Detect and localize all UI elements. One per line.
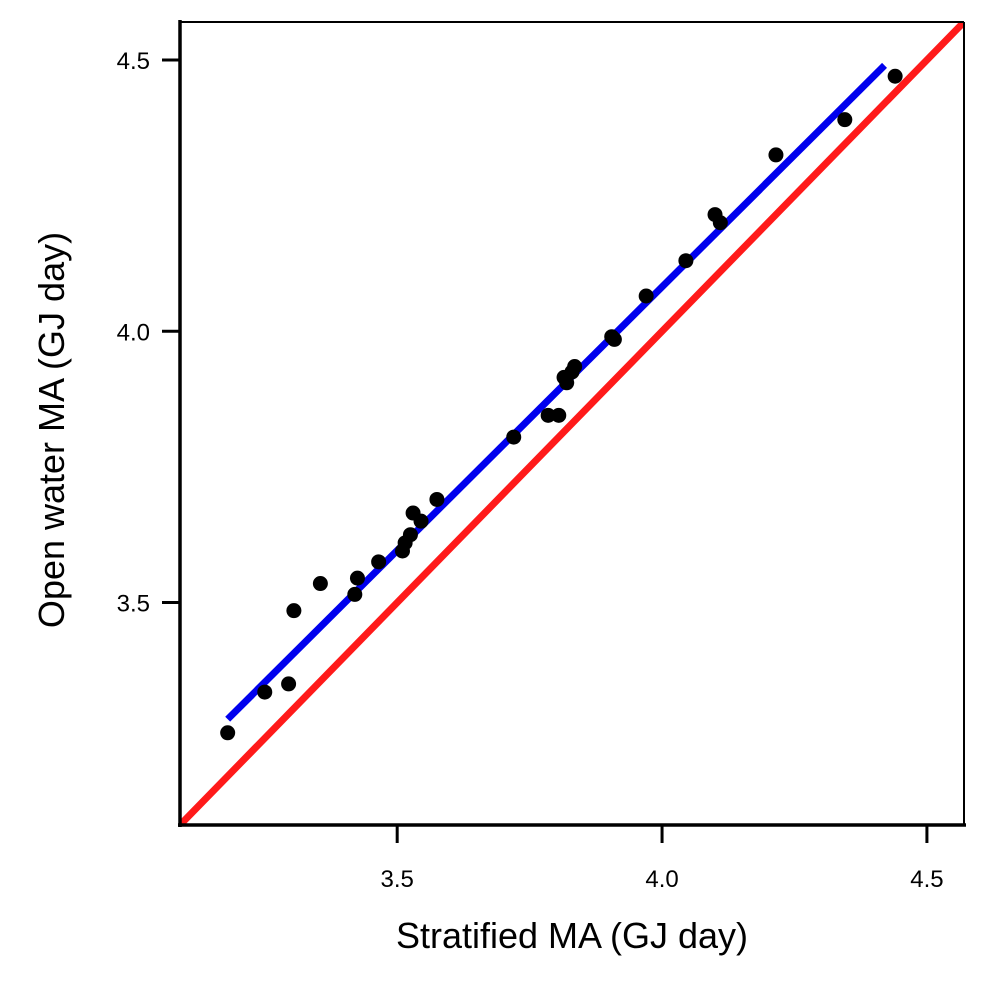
data-point xyxy=(712,215,728,231)
data-point xyxy=(551,407,567,423)
data-point xyxy=(257,684,273,700)
data-point xyxy=(837,112,853,128)
data-point xyxy=(606,331,622,347)
x-tick-label: 4.0 xyxy=(645,866,678,893)
data-point xyxy=(402,527,418,543)
data-point xyxy=(567,359,583,375)
data-point xyxy=(349,570,365,586)
x-tick-label: 4.5 xyxy=(910,866,943,893)
data-point xyxy=(312,576,328,592)
points-layer xyxy=(220,68,903,741)
y-tick-label: 4.0 xyxy=(117,319,150,346)
data-point xyxy=(413,513,429,529)
identity-line xyxy=(180,22,964,825)
data-point xyxy=(540,407,556,423)
x-tick-label: 3.5 xyxy=(381,866,414,893)
x-axis-title: Stratified MA (GJ day) xyxy=(396,915,748,956)
data-point xyxy=(281,676,297,692)
data-point xyxy=(768,147,784,163)
lines-layer xyxy=(180,22,964,825)
data-point xyxy=(286,603,302,619)
data-point xyxy=(506,429,522,445)
data-point xyxy=(638,288,654,304)
y-axis-title: Open water MA (GJ day) xyxy=(31,232,72,628)
ticks-layer: 3.5 4.0 4.5 3.5 4.0 4.5 xyxy=(117,48,944,893)
data-point xyxy=(220,725,236,741)
data-point xyxy=(678,253,694,269)
fit-line xyxy=(225,62,888,722)
data-point xyxy=(371,554,387,570)
data-point xyxy=(347,586,363,602)
data-point xyxy=(429,491,445,507)
y-tick-label: 4.5 xyxy=(117,48,150,75)
data-point xyxy=(887,68,903,84)
y-tick-label: 3.5 xyxy=(117,591,150,618)
